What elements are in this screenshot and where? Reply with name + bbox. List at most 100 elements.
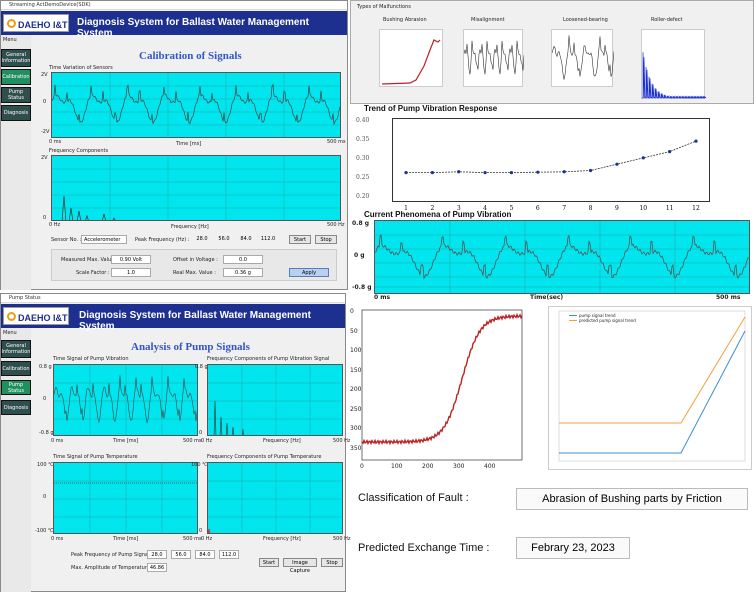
loosened-thumb-svg	[551, 35, 615, 80]
trend-point	[588, 168, 593, 173]
frequency-svg	[52, 156, 340, 220]
sidebar-item-general-information[interactable]: General Information	[1, 49, 31, 67]
stop-button[interactable]: Stop	[321, 558, 343, 567]
trend-x-tick: 5	[510, 205, 514, 212]
x-tick: 500 Hz	[327, 222, 345, 228]
trend-point	[483, 171, 487, 175]
peak-value: 84.0	[240, 236, 252, 242]
x-axis-label: Time [ms]	[113, 438, 139, 444]
phenomena-signal-line	[375, 234, 749, 280]
real-max-label: Real Max. Value :	[173, 270, 216, 276]
company-logo: DAEHO I&T	[3, 307, 69, 325]
malfunctions-panel: Types of Malfunctions Bushing Abrasion M…	[350, 0, 754, 104]
x-axis-label: Time [ms]	[176, 141, 202, 147]
x-tick: 0 Hz	[201, 536, 213, 542]
sidebar-item-general-information[interactable]: General Information	[1, 340, 31, 358]
peak-value: 56.0	[218, 236, 230, 242]
x-tick: 500 ms	[183, 536, 202, 542]
sidebar-item-pump-status[interactable]: Pump Status	[1, 380, 31, 395]
app-header: DAEHO I&T Diagnosis System for Ballast W…	[1, 304, 345, 332]
sidebar-item-pump-status[interactable]: Pump Status	[1, 87, 31, 103]
trend-point	[457, 170, 461, 174]
app-header: DAEHO I&T Diagnosis System for Ballast W…	[1, 11, 347, 39]
measured-label: Measured Max. Value :	[61, 257, 118, 263]
apply-button[interactable]: Apply	[289, 268, 329, 277]
trend-plot-frame	[392, 118, 710, 202]
trend-x-tick: 6	[536, 205, 540, 212]
malfunctions-title: Types of Malfunctions	[357, 4, 411, 10]
plot-title: Frequency Components of Pump Temperature	[207, 454, 322, 460]
trend-y-tick: 0.30	[356, 155, 370, 162]
x-axis-label: Frequency [Hz]	[263, 438, 301, 444]
abrasion-x-tick: 400	[484, 463, 496, 470]
x-tick: 500 ms	[327, 139, 346, 145]
malfunction-label: Loosened-bearing	[563, 17, 608, 23]
trend-x-tick: 4	[483, 205, 487, 212]
sidebar-item-calibration[interactable]: Calibration	[1, 69, 31, 85]
y-tick: 100 ℃	[37, 462, 54, 468]
legend-entry: predicted pump signal trend	[579, 318, 636, 323]
trend-point	[641, 156, 645, 160]
x-tick: 0 ms	[49, 139, 62, 145]
scale-input[interactable]: 1.0	[111, 268, 151, 277]
measured-value: 0.90 Volt	[111, 255, 151, 264]
abrasion-y-tick: 100	[350, 347, 362, 354]
peak-value: 56.0	[171, 550, 191, 559]
legend: pump signal trend predicted pump signal …	[569, 313, 636, 323]
trend-x-tick: 8	[589, 205, 593, 212]
abrasion-y-tick: 0	[350, 308, 354, 315]
y-tick: 0.8 g	[39, 364, 52, 370]
offset-input[interactable]: 0.0	[223, 255, 263, 264]
sensor-select[interactable]: Accelerometer	[81, 235, 127, 244]
pump-temp-svg	[54, 463, 197, 533]
phenomena-title: Current Phenomena of Pump Vibration	[364, 210, 512, 219]
malfunction-label: Bushing Abrasion	[383, 17, 427, 23]
scale-label: Scale Factor :	[76, 270, 110, 276]
frequency-spectrum-line	[61, 195, 116, 220]
sidebar-item-diagnosis[interactable]: Diagnosis	[1, 400, 31, 415]
x-tick: 500 Hz	[333, 536, 351, 542]
fault-label: Classification of Fault :	[358, 492, 469, 504]
logo-icon	[7, 312, 16, 321]
trend-svg: 1 2 3 4 5 6 7 8 9 10 11 120.400.350.300.250.20	[356, 117, 700, 212]
sidebar-item-calibration[interactable]: Calibration	[1, 361, 31, 376]
temp-freq-svg	[208, 463, 342, 533]
loosened-bearing-thumb	[551, 29, 615, 87]
x-tick: 0 ms	[51, 438, 64, 444]
trend-point	[404, 171, 408, 175]
stop-button[interactable]: Stop	[315, 235, 337, 244]
start-button[interactable]: Start	[289, 235, 311, 244]
frequency-plot	[51, 155, 341, 221]
image-capture-button[interactable]: Image Capture	[283, 558, 317, 574]
trend-point	[536, 170, 540, 174]
logo-text: DAEHO I&T	[18, 313, 68, 323]
trend-point	[694, 139, 698, 143]
phenomena-panel: Current Phenomena of Pump Vibration 0.8 …	[352, 210, 754, 301]
y-tick: 0	[43, 396, 47, 402]
x-axis-label: Frequency [Hz]	[263, 536, 301, 542]
fault-value-box: Abrasion of Bushing parts by Friction	[516, 488, 748, 510]
roller-defect-thumb	[641, 29, 707, 100]
section-title: Calibration of Signals	[139, 50, 242, 62]
peak-frequency-label: Peak Frequency (Hz) :	[135, 237, 190, 243]
fault-value: Abrasion of Bushing parts by Friction	[542, 493, 722, 505]
abrasion-y-tick: 350	[350, 444, 362, 452]
trend-x-tick: 11	[666, 205, 674, 212]
x-tick: 0 ms	[374, 294, 391, 301]
y-tick: -0.8 g	[39, 430, 54, 436]
offset-label: Offset in Voltage :	[173, 257, 218, 263]
peak-value: 28.0	[196, 236, 208, 242]
misalignment-thumb	[463, 29, 525, 87]
temperature-amplitude-label: Max. Amplitude of Temperature (℃) :	[71, 565, 165, 571]
y-tick: 0.8 g	[195, 364, 208, 370]
trend-point	[615, 162, 619, 166]
trend-point	[509, 171, 514, 175]
x-axis-label: Frequency [Hz]	[171, 224, 209, 230]
freq-plot-label: Frequency Components	[49, 148, 109, 154]
start-button[interactable]: Start	[259, 558, 279, 567]
peak-value: 112.0	[260, 236, 276, 242]
misalignment-thumb-svg	[463, 40, 525, 75]
sidebar-item-diagnosis[interactable]: Diagnosis	[1, 105, 31, 121]
abrasion-y-tick: 200	[350, 386, 362, 393]
trend-point	[668, 150, 672, 154]
